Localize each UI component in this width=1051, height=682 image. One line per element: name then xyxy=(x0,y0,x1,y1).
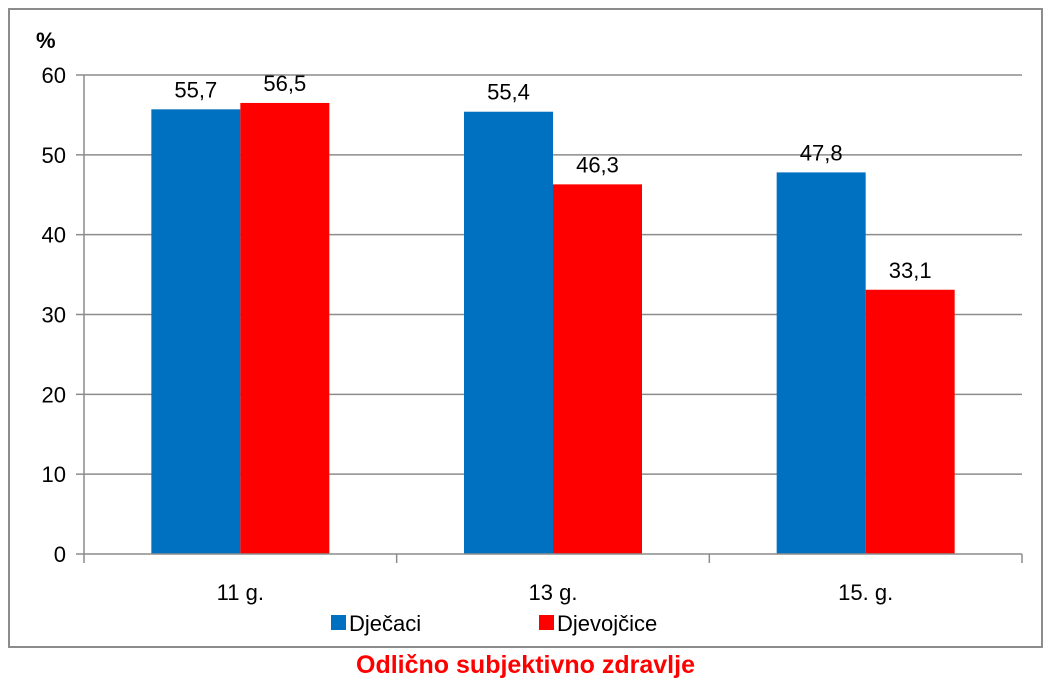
axes: 0 10 20 30 40 50 60 11 g. 13 g. 15. g. xyxy=(42,63,1023,605)
data-label: 55,4 xyxy=(487,80,530,105)
legend-label: Dječaci xyxy=(349,611,421,636)
legend-swatch xyxy=(539,615,554,630)
y-tick-label: 10 xyxy=(42,462,66,487)
x-tick-label: 13 g. xyxy=(529,580,578,605)
data-label: 33,1 xyxy=(889,258,932,283)
legend-swatch xyxy=(331,615,346,630)
y-tick-label: 0 xyxy=(54,542,66,567)
data-label: 46,3 xyxy=(576,152,619,177)
data-label: 47,8 xyxy=(800,140,843,165)
y-tick-label: 50 xyxy=(42,143,66,168)
bar-djevojcice xyxy=(553,184,642,554)
bar-djecaci xyxy=(151,109,241,554)
data-labels: 55,7 56,5 55,4 46,3 47,8 33,1 xyxy=(174,71,931,283)
legend-label: Djevojčice xyxy=(557,611,657,636)
y-tick-label: 30 xyxy=(42,303,66,328)
chart-frame xyxy=(8,8,1043,648)
bar-djevojcice xyxy=(865,289,955,554)
bar-djecaci xyxy=(776,172,866,554)
y-tick-label: 40 xyxy=(42,223,66,248)
chart-title: Odlično subjektivno zdravlje xyxy=(356,651,695,679)
bars xyxy=(151,102,955,555)
x-tick-label: 15. g. xyxy=(838,580,893,605)
data-label: 56,5 xyxy=(263,71,306,96)
y-tick-label: 60 xyxy=(42,63,66,88)
x-tick-label: 11 g. xyxy=(217,580,264,605)
y-tick-label: 20 xyxy=(42,382,66,407)
y-axis-unit-label: % xyxy=(36,28,56,53)
bar-djecaci xyxy=(464,111,553,555)
bar-djevojcice xyxy=(240,102,330,555)
data-label: 55,7 xyxy=(174,77,217,102)
legend: Dječaci Djevojčice xyxy=(331,611,657,636)
